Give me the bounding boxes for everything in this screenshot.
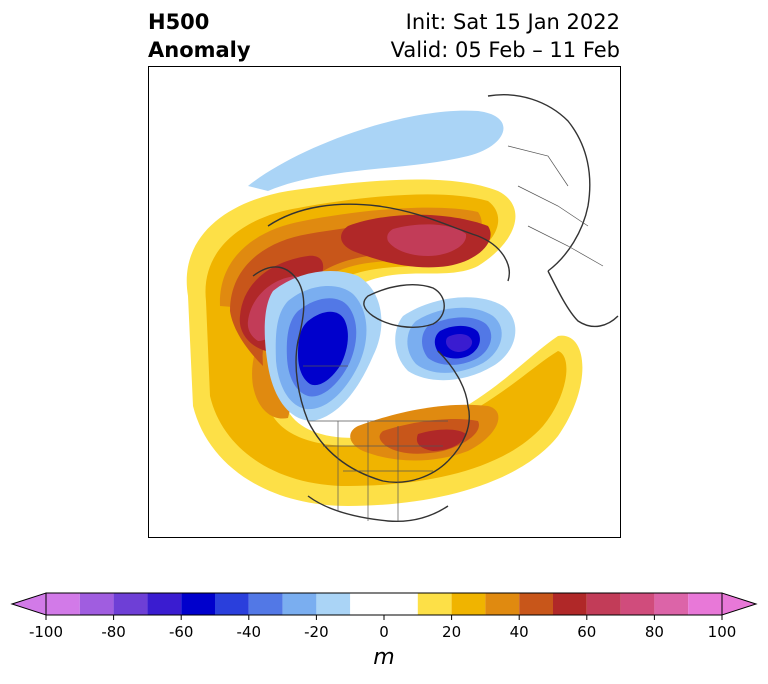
colorbar-tick-label: 0 bbox=[379, 623, 389, 641]
colorbar-tick-label: 80 bbox=[645, 623, 664, 641]
colorbar-segment bbox=[46, 593, 80, 615]
colorbar-segment bbox=[688, 593, 722, 615]
coastlines bbox=[252, 94, 619, 523]
colorbar-segment bbox=[181, 593, 215, 615]
colorbar-segment bbox=[451, 593, 486, 615]
colorbar-tick-label: 20 bbox=[442, 623, 461, 641]
colorbar-segment bbox=[654, 593, 689, 615]
title-line-2: Anomaly bbox=[148, 38, 251, 62]
colorbar-extend-high bbox=[721, 592, 758, 616]
colorbar-extend-low bbox=[10, 592, 47, 616]
colorbar-tick-label: -100 bbox=[29, 623, 63, 641]
colorbar-segment bbox=[519, 593, 553, 615]
colorbar: -100 -80 -60 -40 -20 0 20 40 60 80 100 bbox=[10, 592, 758, 641]
colorbar-segment bbox=[485, 593, 520, 615]
political-borders bbox=[303, 145, 604, 521]
colorbar-tick-label: 60 bbox=[577, 623, 596, 641]
map-frame bbox=[148, 66, 621, 538]
colorbar-tick-label: -60 bbox=[169, 623, 194, 641]
valid-period: Valid: 05 Feb – 11 Feb bbox=[390, 38, 620, 62]
colorbar-segment bbox=[553, 593, 587, 615]
colorbar-segment bbox=[147, 593, 182, 615]
anomaly-map bbox=[148, 66, 621, 538]
colorbar-segment bbox=[215, 593, 249, 615]
run-info: Init: Sat 15 Jan 2022 Valid: 05 Feb – 11… bbox=[391, 8, 620, 64]
colorbar-segment bbox=[248, 593, 283, 615]
colorbar-segment bbox=[620, 593, 655, 615]
colorbar-tick-label: 40 bbox=[510, 623, 529, 641]
colorbar-tick-label: -20 bbox=[304, 623, 329, 641]
colorbar-segment bbox=[417, 593, 452, 615]
colorbar-tick-label: -80 bbox=[101, 623, 126, 641]
colorbar-segment bbox=[316, 593, 351, 615]
colorbar-segment bbox=[113, 593, 148, 615]
colorbar-segments bbox=[46, 593, 722, 615]
title-line-1: H500 bbox=[148, 10, 210, 34]
colorbar-tick-label: 100 bbox=[708, 623, 737, 641]
map-title: H500 Anomaly bbox=[148, 8, 251, 64]
init-date: Init: Sat 15 Jan 2022 bbox=[405, 10, 620, 34]
colorbar-tick-label: -40 bbox=[237, 623, 262, 641]
anomaly-fill bbox=[186, 110, 583, 506]
colorbar-segment bbox=[586, 593, 621, 615]
colorbar-unit-label: m bbox=[373, 645, 395, 670]
colorbar-segment bbox=[350, 593, 418, 615]
colorbar-segment bbox=[79, 593, 114, 615]
colorbar-segment bbox=[282, 593, 317, 615]
colorbar-ticks: -100 -80 -60 -40 -20 0 20 40 60 80 100 bbox=[29, 615, 736, 641]
